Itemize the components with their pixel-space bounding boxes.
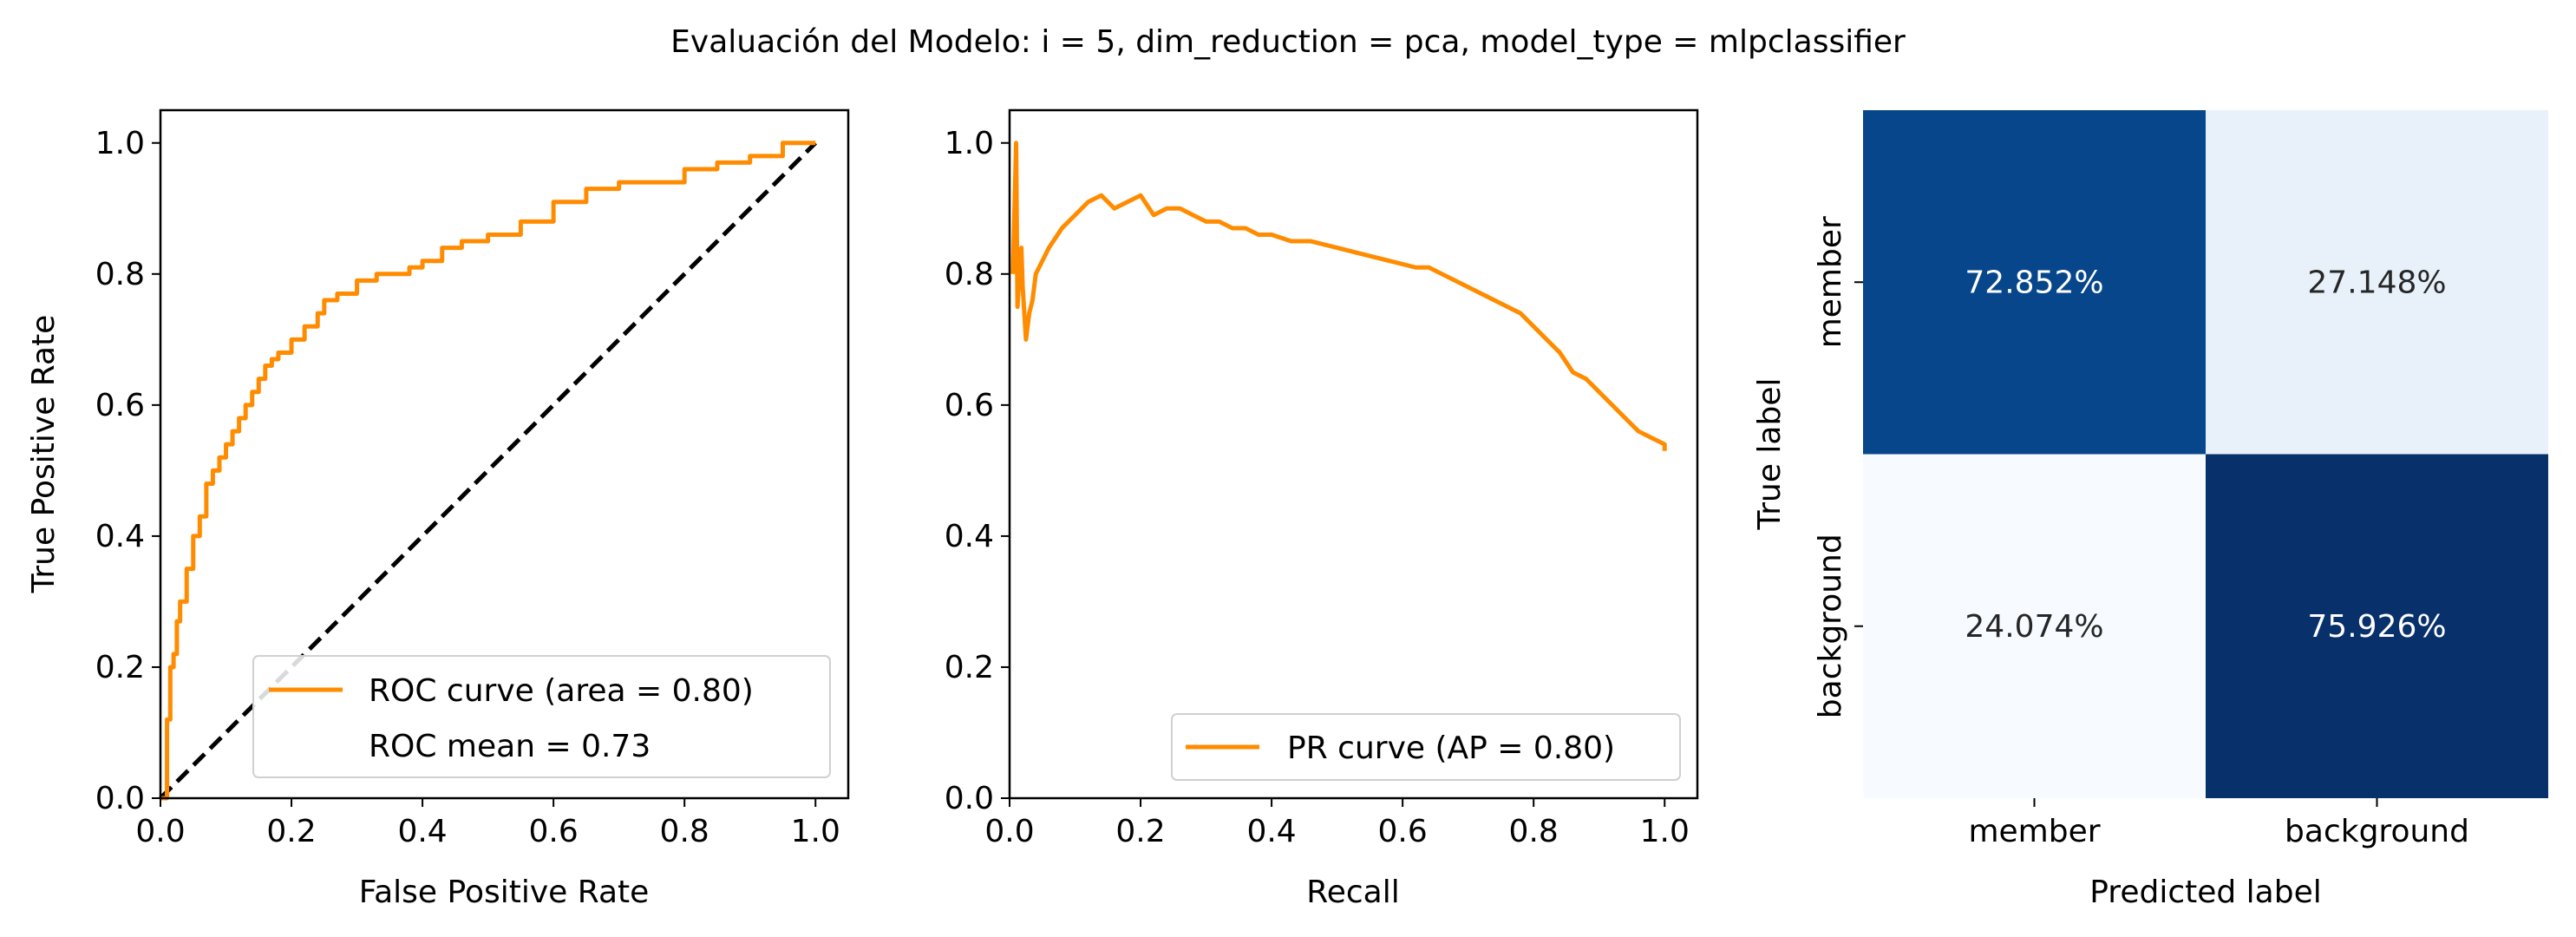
roc-x-tick-label: 0.8: [660, 814, 709, 849]
cm-y-axis-label: True label: [1752, 378, 1788, 531]
confusion-matrix: 72.852% 27.148% 24.074% 75.926% member backg…: [1752, 110, 2548, 910]
roc-legend: ROC curve (area = 0.80) ROC mean = 0.73: [252, 655, 831, 778]
pr-x-tick-label: 0.8: [1509, 814, 1559, 849]
roc-y-tick-label: 0.4: [95, 519, 145, 554]
roc-y-axis-label: True Positive Rate: [26, 315, 62, 594]
roc-y-tick-label: 0.0: [95, 781, 145, 816]
roc-x-tick-label: 0.2: [266, 814, 316, 849]
confusion-matrix-cells: 72.852% 27.148% 24.074% 75.926%: [1863, 110, 2548, 798]
pr-y-tick-label: 1.0: [945, 126, 994, 161]
roc-x-axis-label: False Positive Rate: [359, 875, 650, 910]
roc-x-tick-label: 0.4: [397, 814, 447, 849]
pr-curve-line: [1010, 141, 1667, 451]
pr-x-tick-label: 0.4: [1246, 814, 1296, 849]
roc-legend-label-mean: ROC mean = 0.73: [369, 729, 651, 764]
confusion-matrix-x-ticks: member background: [1968, 798, 2469, 849]
pr-y-tick-label: 0.2: [945, 650, 994, 685]
cm-cell-label: 24.074%: [1965, 609, 2103, 645]
pr-legend: PR curve (AP = 0.80): [1171, 713, 1681, 781]
figure-suptitle: Evaluación del Modelo: i = 5, dim_reduct…: [670, 24, 1906, 60]
cm-cell: [1863, 110, 2206, 455]
pr-x-tick-label: 0.2: [1115, 814, 1165, 849]
pr-curves: [1010, 141, 1667, 451]
roc-y-tick-label: 0.2: [95, 650, 145, 685]
roc-x-tick-label: 0.6: [529, 814, 579, 849]
cm-y-tick-label: background: [1813, 534, 1848, 718]
cm-cell: [2206, 454, 2548, 798]
roc-plot-frame: [159, 108, 850, 800]
roc-y-ticks: 0.0 0.2 0.4 0.6 0.8 1.0: [95, 126, 160, 816]
cm-cell: [2206, 110, 2548, 455]
pr-legend-label: PR curve (AP = 0.80): [1287, 731, 1615, 766]
pr-x-tick-label: 0.6: [1378, 814, 1428, 849]
roc-legend-box: [252, 655, 831, 778]
pr-y-ticks: 0.0 0.2 0.4 0.6 0.8 1.0: [945, 126, 1010, 816]
pr-x-tick-label: 1.0: [1640, 814, 1690, 849]
cm-cell-label: 27.148%: [2307, 265, 2446, 300]
roc-x-ticks: 0.0 0.2 0.4 0.6 0.8 1.0: [135, 798, 840, 849]
pr-plot-frame: [1008, 108, 1699, 800]
pr-x-axis-label: Recall: [1306, 875, 1399, 910]
cm-x-tick-label: member: [1968, 814, 2100, 849]
pr-x-tick-label: 0.0: [984, 814, 1034, 849]
pr-y-tick-label: 0.6: [945, 388, 994, 423]
cm-cell-label: 75.926%: [2307, 609, 2446, 645]
pr-y-tick-label: 0.8: [945, 257, 994, 292]
roc-y-tick-label: 1.0: [95, 126, 145, 161]
cm-cell-label: 72.852%: [1965, 265, 2103, 300]
roc-y-tick-label: 0.6: [95, 388, 145, 423]
roc-legend-label-curve: ROC curve (area = 0.80): [369, 673, 754, 709]
pr-y-tick-label: 0.4: [945, 519, 994, 554]
roc-y-tick-label: 0.8: [95, 257, 145, 292]
cm-x-tick-label: background: [2285, 814, 2469, 849]
pr-chart: 0.0 0.2 0.4 0.6 0.8 1.0 0.0 0.2 0.4 0.6 0.8 1.0 Re…: [945, 108, 1699, 910]
cm-x-axis-label: Predicted label: [2089, 875, 2322, 910]
roc-x-tick-label: 1.0: [791, 814, 840, 849]
pr-x-ticks: 0.0 0.2 0.4 0.6 0.8 1.0: [984, 798, 1690, 849]
roc-x-tick-label: 0.0: [135, 814, 185, 849]
confusion-matrix-y-ticks: member background: [1813, 216, 1863, 718]
cm-y-tick-label: member: [1813, 216, 1848, 348]
cm-cell: [1863, 454, 2206, 798]
pr-legend-box: [1171, 713, 1681, 781]
roc-chart: 0.0 0.2 0.4 0.6 0.8 1.0 0.0 0.2 0.4 0.6 0.8 1.0 Fa…: [26, 108, 850, 910]
roc-curve-line: [160, 141, 816, 801]
pr-y-tick-label: 0.0: [945, 781, 994, 816]
